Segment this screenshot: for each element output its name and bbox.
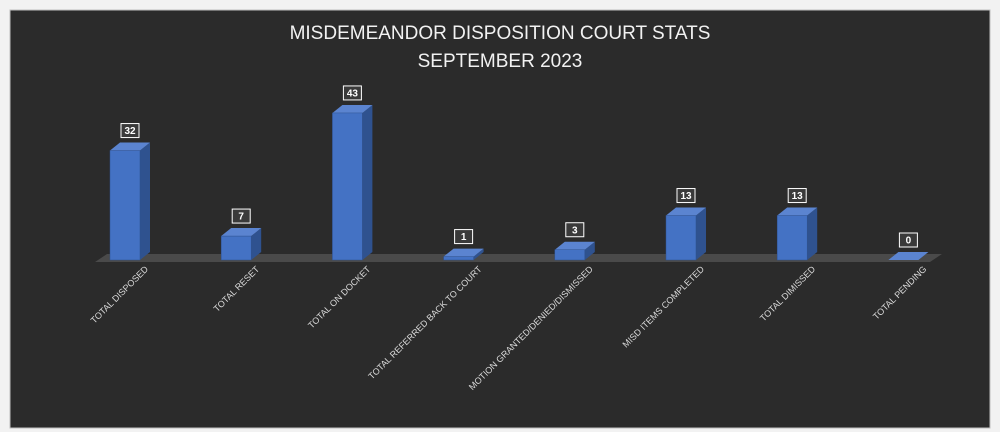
- value-label-box: [787, 188, 807, 204]
- bar-top: [666, 207, 706, 216]
- bar-top: [110, 142, 150, 151]
- value-label-box: [454, 229, 474, 245]
- floor: [95, 254, 942, 262]
- value-label-box: [676, 188, 696, 204]
- bar-side: [473, 248, 484, 260]
- bar: [109, 150, 141, 261]
- value-label: 43: [347, 89, 359, 100]
- value-label-box: [120, 123, 140, 139]
- bar-top: [332, 104, 373, 113]
- bar-side: [584, 241, 595, 260]
- bar: [776, 215, 808, 261]
- bar-top: [777, 207, 818, 216]
- value-label: 1: [461, 232, 467, 243]
- bar-top: [443, 248, 484, 257]
- bar: [220, 235, 252, 261]
- bar: [332, 112, 363, 261]
- plot-background: [9, 9, 991, 429]
- value-label: 13: [680, 191, 692, 202]
- value-label: 0: [906, 236, 912, 247]
- value-label-box: [565, 222, 585, 238]
- bar-top: [888, 252, 929, 260]
- value-label-box: [231, 208, 251, 224]
- value-label-box: [342, 85, 362, 101]
- bar: [443, 256, 474, 261]
- chart-title: MISDEMEANDOR DISPOSITION COURT STATS: [290, 23, 711, 44]
- value-label: 3: [572, 225, 578, 236]
- chart-subtitle: SEPTEMBER 2023: [418, 51, 583, 72]
- bar: [665, 215, 697, 261]
- bar-side: [251, 228, 262, 260]
- bar-top: [221, 228, 262, 237]
- bar-side: [362, 104, 373, 260]
- value-label: 13: [792, 191, 804, 202]
- bar-top: [554, 241, 595, 250]
- value-label: 32: [124, 126, 136, 137]
- bar-side: [696, 207, 706, 260]
- bar: [554, 249, 586, 261]
- bar-side: [140, 142, 150, 260]
- value-label: 7: [238, 212, 244, 223]
- value-label-box: [898, 232, 918, 248]
- bar-side: [807, 207, 818, 260]
